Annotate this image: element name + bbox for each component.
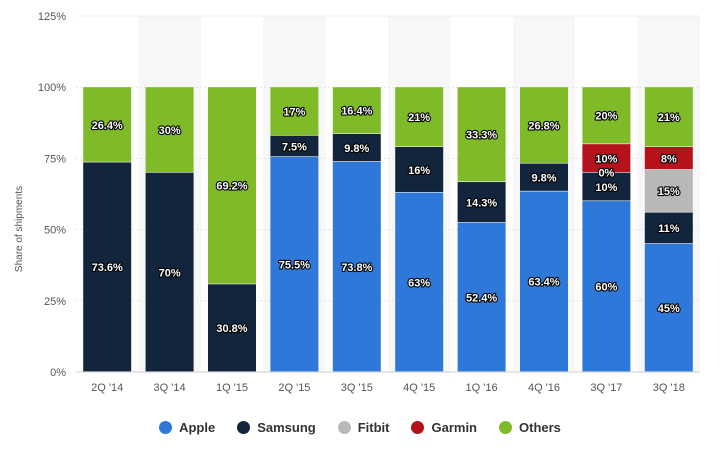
bar-segment-samsung	[520, 163, 568, 191]
bar-segment-samsung	[145, 172, 194, 372]
data-label: 0%	[598, 168, 614, 180]
bar-segment-samsung	[644, 212, 693, 244]
bar-segment-apple	[520, 191, 568, 372]
legend-label: Garmin	[431, 420, 477, 435]
bar-segment-samsung	[270, 135, 319, 157]
y-tick-label: 75%	[44, 153, 66, 165]
legend-swatch	[337, 421, 351, 434]
x-tick-label: 3Q '17	[590, 382, 622, 394]
legend-label: Others	[519, 420, 561, 435]
y-tick-label: 50%	[44, 225, 66, 237]
bar-segment-others	[582, 87, 631, 144]
bar-segment-apple	[395, 192, 444, 372]
bar-segment-others	[644, 87, 693, 147]
bar-segment-fitbit	[644, 169, 693, 212]
bar-segment-others	[395, 87, 444, 147]
y-tick-label: 25%	[44, 296, 66, 308]
x-tick-label: 3Q '14	[154, 382, 186, 394]
data-label: 17%	[283, 106, 305, 118]
data-label: 7.5%	[282, 141, 307, 153]
legend-swatch	[499, 421, 512, 434]
legend-item-apple[interactable]: Apple	[159, 420, 215, 435]
legend-item-others[interactable]: Others	[499, 420, 561, 435]
data-label: 69.2%	[216, 181, 247, 193]
y-tick-label: 0%	[50, 367, 66, 379]
data-label: 10%	[595, 153, 617, 165]
bars	[83, 87, 693, 372]
legend: Apple Samsung Fitbit Garmin Others	[0, 420, 720, 435]
bar-segment-apple	[457, 222, 506, 372]
data-label: 9.8%	[531, 172, 556, 184]
legend-label: Apple	[179, 420, 216, 435]
data-label: 63%	[408, 277, 430, 289]
legend-item-fitbit[interactable]: Fitbit	[337, 420, 390, 435]
bar-segment-others	[457, 87, 506, 182]
legend-item-garmin[interactable]: Garmin	[411, 420, 477, 435]
data-label: 73.8%	[341, 262, 372, 274]
data-label: 30%	[159, 125, 181, 137]
data-label: 11%	[658, 223, 680, 235]
bar-segment-apple	[270, 156, 319, 372]
data-label: 75.5%	[279, 259, 310, 271]
x-axis: 2Q '14 3Q '14 1Q '15 2Q '15 3Q '15 4Q '15 1Q '…	[91, 382, 685, 394]
bar-segment-apple	[332, 161, 381, 372]
data-label: 45%	[658, 303, 680, 315]
y-tick-label: 125%	[38, 11, 66, 23]
legend-label: Samsung	[257, 420, 316, 435]
y-axis: 0% 25% 50% 75% 100% 125%	[38, 11, 66, 379]
data-label: 21%	[658, 112, 680, 124]
bar-segment-samsung	[582, 172, 631, 201]
x-tick-label: 4Q '15	[403, 382, 435, 394]
bar-segment-others	[332, 87, 381, 134]
data-label: 33.3%	[466, 130, 497, 142]
bar-segment-samsung	[395, 147, 444, 192]
bar-segment-others	[83, 87, 132, 162]
bar-segment-samsung	[208, 284, 256, 372]
y-tick-label: 100%	[38, 82, 66, 94]
bar-segment-apple	[582, 201, 631, 372]
x-tick-label: 1Q '15	[216, 382, 248, 394]
bar-segment-apple	[644, 243, 693, 372]
data-label: 52.4%	[466, 292, 497, 304]
data-label: 9.8%	[344, 143, 369, 155]
y-axis-label: Share of shipments	[14, 186, 25, 272]
bar-segment-samsung	[83, 162, 132, 372]
legend-label: Fitbit	[357, 420, 390, 435]
x-tick-label: 3Q '15	[341, 382, 373, 394]
legend-item-samsung[interactable]: Samsung	[237, 420, 316, 435]
bar-segment-garmin	[582, 144, 631, 173]
bar-segment-others	[270, 87, 319, 136]
legend-swatch	[237, 421, 251, 434]
bar-segment-others	[145, 87, 194, 173]
bar-segment-samsung	[457, 182, 506, 223]
x-tick-label: 4Q '16	[528, 382, 560, 394]
data-label: 16.4%	[341, 106, 372, 118]
bar-segment-garmin	[644, 147, 693, 170]
bar-segment-others	[208, 87, 256, 284]
legend-swatch	[411, 421, 425, 434]
x-tick-label: 2Q '15	[278, 382, 310, 394]
data-label: 26.8%	[528, 120, 559, 132]
x-tick-label: 3Q '18	[653, 382, 685, 394]
data-label: 60%	[595, 282, 617, 294]
data-label: 14.3%	[466, 197, 497, 209]
bar-segment-others	[520, 87, 568, 163]
data-label: 30.8%	[216, 323, 247, 335]
data-label: 20%	[595, 111, 617, 123]
data-label: 70%	[159, 267, 181, 279]
data-labels: 73.6% 26.4% 70% 30% 30.8% 69.2% 75.5% 7.5% 17% 73…	[90, 104, 681, 336]
data-label: 16%	[408, 165, 430, 177]
data-label: 15%	[658, 186, 680, 198]
data-label: 10%	[595, 182, 617, 194]
x-tick-label: 1Q '16	[466, 382, 498, 394]
data-label: 63.4%	[528, 277, 559, 289]
x-tick-label: 2Q '14	[91, 382, 123, 394]
data-label: 73.6%	[92, 262, 123, 274]
bar-segment-samsung	[332, 133, 381, 162]
data-label: 21%	[408, 112, 430, 124]
legend-swatch	[159, 421, 173, 434]
data-label: 8%	[661, 153, 677, 165]
data-label: 26.4%	[92, 120, 123, 132]
